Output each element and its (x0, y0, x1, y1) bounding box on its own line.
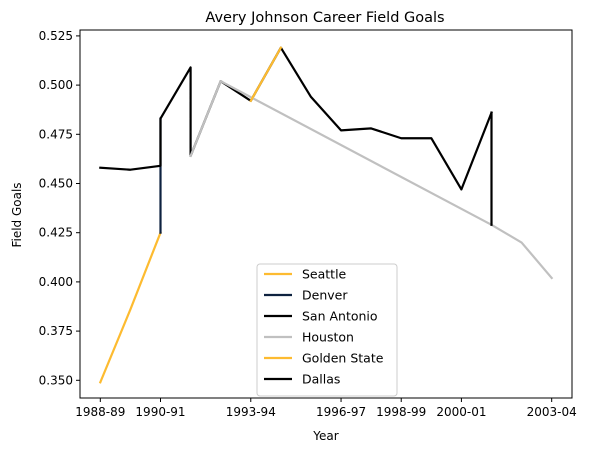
y-tick-label: 0.450 (39, 176, 73, 190)
y-axis-label: Field Goals (10, 182, 24, 247)
y-tick-label: 0.475 (39, 127, 73, 141)
x-axis-label: Year (312, 429, 338, 443)
x-tick-label: 1990-91 (135, 405, 185, 419)
plot-frame (79, 29, 573, 399)
series-line-houston (189, 80, 554, 280)
legend-label: Seattle (302, 267, 347, 282)
legend-label: Golden State (302, 351, 384, 366)
legend-label: Dallas (302, 372, 340, 387)
y-tick-label: 0.500 (39, 78, 73, 92)
y-tick-label: 0.350 (39, 373, 73, 387)
y-tick-label: 0.400 (39, 275, 73, 289)
axes-layer: 1988-89 1990-91 1993-94 1996-97 1998-99 2000-… (39, 29, 577, 419)
series-line-seattle (98, 231, 162, 384)
series-line-san-antonio (99, 46, 493, 191)
legend-label: Denver (302, 288, 348, 303)
legend-box (256, 263, 398, 397)
x-tick-label: 2000-01 (436, 405, 486, 419)
series-line-golden-state (249, 46, 283, 103)
chart-title: Avery Johnson Career Field Goals (205, 10, 444, 26)
x-tick-label: 1996-97 (316, 405, 366, 419)
x-tick-label: 1998-99 (376, 405, 426, 419)
series-layer (98, 46, 554, 384)
y-tick-label: 0.375 (39, 324, 73, 338)
x-tick-label: 1993-94 (226, 405, 276, 419)
y-tick-label: 0.425 (39, 226, 73, 240)
x-tick-label: 2003-04 (527, 405, 577, 419)
legend-label: Houston (302, 330, 354, 345)
x-tick-label: 1988-89 (75, 405, 125, 419)
legend: Seattle Denver San Antonio Houston Golden St… (256, 263, 398, 397)
legend-label: San Antonio (302, 309, 378, 324)
y-tick-label: 0.525 (39, 29, 73, 43)
